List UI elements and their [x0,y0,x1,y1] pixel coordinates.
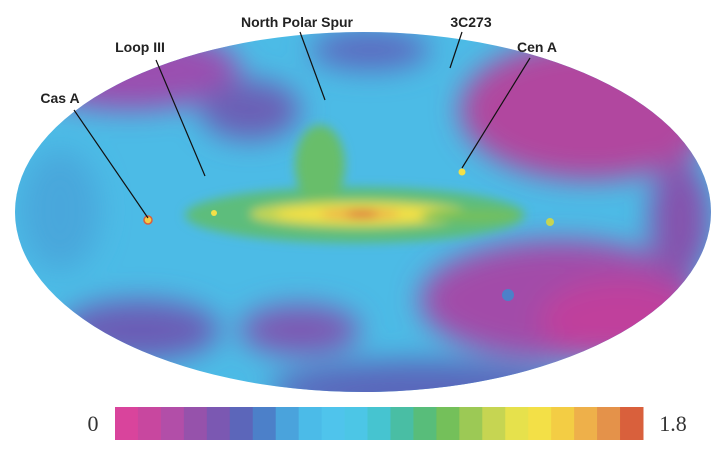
colorbar-swatch [298,407,323,440]
colorbar-swatch [436,407,460,440]
colorbar-swatch [344,407,369,440]
colorbar-swatch [229,407,254,440]
colorbar-swatch [597,407,621,440]
colorbar-swatch [252,407,277,440]
annotation: Cen A [517,39,557,55]
annotation: Cas A [40,90,79,106]
colorbar-swatch [137,407,162,440]
leader-line [155,59,206,177]
colorbar-swatch [459,407,483,440]
colorbar-swatch [206,407,231,440]
colorbar-min-label: 0 [88,411,99,436]
colorbar-swatch [620,407,644,440]
leader-line [461,57,531,169]
annotation: North Polar Spur [241,14,354,30]
colorbar-swatch [551,407,575,440]
colorbar-swatch [367,407,391,440]
colorbar [115,407,644,440]
colorbar-swatch [183,407,208,440]
colorbar-swatch [115,407,139,440]
colorbar-swatch [482,407,506,440]
annotation: 3C273 [450,14,491,30]
leader-line [449,31,463,69]
colorbar-swatch [390,407,414,440]
colorbar-swatch [413,407,437,440]
colorbar-swatch [505,407,529,440]
annotation: Loop III [115,39,165,55]
colorbar-swatch [528,407,552,440]
colorbar-swatch [160,407,185,440]
leader-line [299,31,326,101]
colorbar-max-label: 1.8 [659,411,687,436]
colorbar-swatch [321,407,346,440]
colorbar-swatch [574,407,598,440]
colorbar-swatch [275,407,300,440]
leader-line [73,109,149,219]
